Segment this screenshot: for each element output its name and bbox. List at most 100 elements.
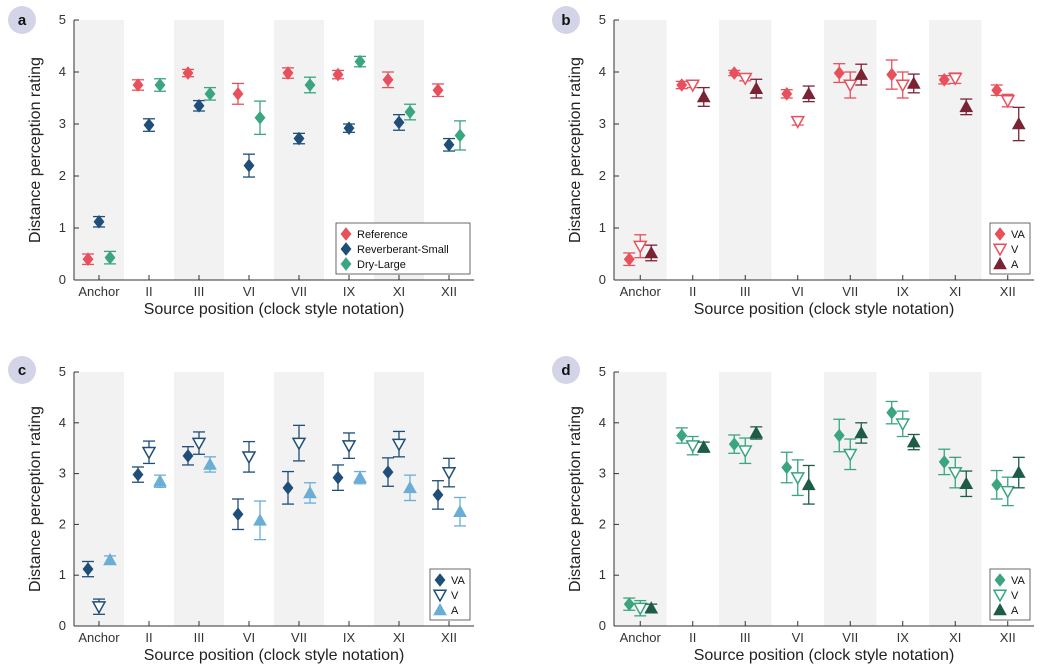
legend-label: Reverberant-Small bbox=[357, 244, 449, 256]
series-a bbox=[644, 63, 1026, 262]
data-point bbox=[938, 72, 950, 87]
data-point bbox=[959, 99, 974, 113]
data-point bbox=[854, 425, 869, 439]
legend-marker bbox=[992, 589, 1008, 603]
data-point bbox=[132, 467, 144, 482]
data-point bbox=[676, 428, 688, 443]
legend: VA VA bbox=[989, 222, 1031, 275]
data-point bbox=[153, 474, 167, 487]
data-point bbox=[91, 601, 107, 615]
data-point bbox=[676, 78, 688, 92]
category-band bbox=[174, 372, 224, 626]
legend: VA VA bbox=[989, 568, 1031, 621]
y-tick-label: 3 bbox=[599, 116, 606, 131]
y-tick-label: 4 bbox=[599, 415, 606, 430]
data-point bbox=[282, 481, 294, 495]
panel-tag: c bbox=[18, 362, 26, 379]
x-tick-label: III bbox=[740, 630, 751, 645]
data-point bbox=[854, 67, 869, 80]
legend-marker bbox=[340, 242, 352, 256]
data-point bbox=[232, 87, 244, 101]
legend-label: VA bbox=[1011, 575, 1026, 587]
y-tick-label: 1 bbox=[599, 567, 606, 582]
x-tick-label: VI bbox=[792, 284, 804, 299]
legend-marker bbox=[994, 227, 1006, 241]
legend: VA VA bbox=[429, 568, 471, 621]
y-tick-label: 5 bbox=[59, 364, 66, 379]
panel-tag-badge bbox=[8, 356, 36, 384]
data-point bbox=[254, 110, 266, 125]
data-point bbox=[341, 440, 357, 454]
y-tick-label: 3 bbox=[59, 116, 66, 131]
x-tick-label: XI bbox=[949, 630, 961, 645]
y-tick-label: 1 bbox=[59, 567, 66, 582]
series-va bbox=[82, 446, 444, 578]
data-point bbox=[304, 78, 316, 92]
series-reference bbox=[82, 66, 444, 267]
data-point bbox=[1000, 485, 1016, 499]
x-tick-label: III bbox=[194, 630, 205, 645]
data-point bbox=[191, 437, 207, 451]
x-tick-label: IX bbox=[897, 284, 910, 299]
x-tick-label: XI bbox=[949, 284, 961, 299]
panel-tag-badge bbox=[552, 356, 580, 384]
data-point bbox=[293, 131, 305, 146]
data-point bbox=[343, 121, 355, 135]
data-point bbox=[132, 78, 144, 92]
data-point bbox=[895, 418, 911, 432]
x-axis-label: Source position (clock style notation) bbox=[694, 301, 955, 318]
y-tick-label: 1 bbox=[59, 220, 66, 235]
data-point bbox=[354, 54, 366, 69]
data-point bbox=[790, 472, 806, 486]
data-point bbox=[632, 240, 648, 254]
data-point bbox=[104, 250, 116, 265]
data-point bbox=[453, 504, 467, 517]
data-point bbox=[393, 115, 405, 130]
y-tick-label: 2 bbox=[599, 516, 606, 531]
x-tick-label: Anchor bbox=[78, 630, 120, 645]
data-point bbox=[938, 455, 950, 469]
legend-label: Dry-Large bbox=[357, 259, 406, 271]
x-tick-label: XI bbox=[393, 284, 405, 299]
series-v bbox=[632, 410, 1016, 617]
x-axis-label: Source position (clock style notation) bbox=[144, 647, 405, 664]
data-point bbox=[886, 67, 898, 82]
category-band bbox=[74, 372, 124, 626]
data-point bbox=[232, 507, 244, 522]
data-point bbox=[182, 449, 194, 463]
x-tick-label: III bbox=[740, 284, 751, 299]
x-tick-label: II bbox=[689, 630, 696, 645]
data-point bbox=[886, 405, 898, 420]
series-reverberant-small bbox=[93, 98, 455, 229]
data-point bbox=[82, 562, 94, 576]
data-point bbox=[391, 438, 407, 452]
data-point bbox=[82, 252, 94, 267]
category-band bbox=[824, 20, 877, 280]
series-a bbox=[103, 456, 467, 566]
data-point bbox=[441, 467, 457, 481]
panel-tag: d bbox=[561, 362, 570, 379]
y-tick-label: 2 bbox=[59, 168, 66, 183]
data-point bbox=[203, 457, 217, 470]
y-tick-label: 5 bbox=[599, 364, 606, 379]
legend-label: Reference bbox=[357, 229, 408, 241]
legend-label: V bbox=[1011, 244, 1019, 256]
data-point bbox=[282, 66, 294, 80]
data-point bbox=[696, 89, 711, 103]
data-point bbox=[644, 601, 659, 614]
y-axis-label: Distance perception rating bbox=[567, 406, 584, 592]
x-tick-label: IX bbox=[343, 630, 356, 645]
y-tick-label: 4 bbox=[59, 415, 66, 430]
x-tick-label: VII bbox=[291, 284, 307, 299]
data-point bbox=[382, 465, 394, 479]
data-point bbox=[801, 477, 816, 491]
data-point bbox=[103, 552, 117, 566]
data-point bbox=[623, 252, 635, 267]
y-tick-label: 3 bbox=[599, 466, 606, 481]
x-tick-label: Anchor bbox=[620, 284, 662, 299]
x-tick-label: XII bbox=[1000, 630, 1016, 645]
legend-marker bbox=[433, 602, 447, 616]
